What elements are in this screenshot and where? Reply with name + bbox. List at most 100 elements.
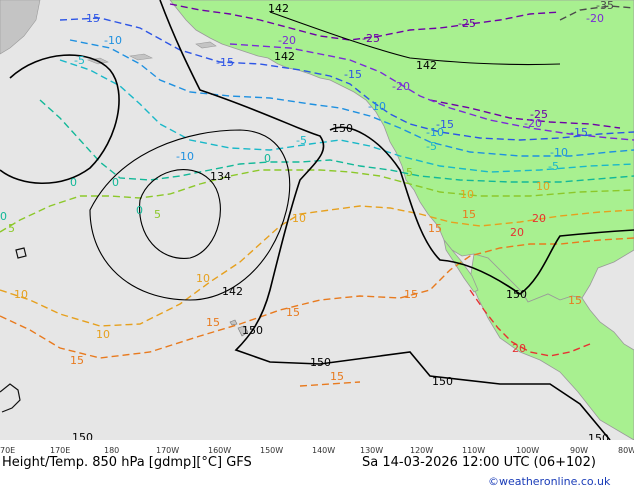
temp-label: -10 [368, 100, 386, 113]
temp-label: -5 [74, 54, 85, 67]
asia-coast [0, 247, 27, 413]
height-labels: 142 142 142 150 134 142 150 150 150 150 … [72, 2, 609, 445]
longitude-label: 90W [570, 446, 588, 455]
temp-label: -10 [550, 146, 568, 159]
temp-label: 15 [404, 288, 418, 301]
temp-label: 10 [14, 288, 28, 301]
contour-plus-20 [469, 289, 591, 357]
temp-label: -20 [524, 117, 542, 130]
longitude-label: 140W [312, 446, 335, 455]
contour-minus-25 [169, 3, 561, 41]
temp-label: 20 [510, 226, 524, 239]
credit-link[interactable]: ©weatheronline.co.uk [488, 475, 611, 488]
temp-label: -25 [362, 32, 380, 45]
temp-label: 0 [0, 210, 7, 223]
temp-label: 15 [206, 316, 220, 329]
temp-label: -10 [176, 150, 194, 163]
land-masses [0, 0, 634, 441]
longitude-label: 170E [50, 446, 70, 455]
hawaii-islands [229, 319, 249, 337]
contour-minus-5 [59, 59, 634, 173]
height-label: 134 [210, 170, 231, 183]
temp-label: 15 [286, 306, 300, 319]
temp-label: 15 [428, 222, 442, 235]
temp-label: -15 [82, 12, 100, 25]
contour-plus-10 [0, 205, 634, 327]
map-datetime: Sa 14-03-2026 12:00 UTC (06+102) [362, 455, 596, 470]
temp-label: 0 [136, 204, 143, 217]
temp-label: -25 [530, 108, 548, 121]
temp-label: -35 [596, 0, 614, 12]
height-label: 150 [242, 324, 263, 337]
temp-label: -15 [436, 118, 454, 131]
temperature-contours [0, 3, 634, 387]
temp-label: 0 [70, 176, 77, 189]
longitude-axis: 70E 170E 180 170W 160W 150W 140W 130W 12… [0, 446, 634, 455]
temp-label: 5 [406, 166, 413, 179]
temp-label: 10 [196, 272, 210, 285]
temp-label: 10 [536, 180, 550, 193]
height-label: 142 [222, 285, 243, 298]
height-142-arc [89, 129, 291, 301]
temp-label: 20 [512, 342, 526, 355]
contour-plus-15 [0, 237, 634, 359]
longitude-label: 180 [104, 446, 119, 455]
contour-minus-25-b [429, 99, 621, 129]
height-label: 150 [332, 122, 353, 135]
asia-coast-lower [0, 383, 21, 413]
temp-label: -5 [296, 134, 307, 147]
temp-label: 15 [568, 294, 582, 307]
contour-minus-20 [229, 43, 634, 141]
height-label: 150 [432, 375, 453, 388]
temp-label: -5 [548, 160, 559, 173]
temp-label: 15 [462, 208, 476, 221]
longitude-label: 110W [462, 446, 485, 455]
contour-minus-35 [559, 5, 634, 21]
temp-label: -15 [570, 126, 588, 139]
longitude-label: 130W [360, 446, 383, 455]
contour-zero [39, 99, 634, 183]
temp-label: -15 [344, 68, 362, 81]
contour-minus-15 [59, 17, 634, 141]
footer-band [0, 440, 634, 490]
height-142-north [269, 11, 561, 66]
temp-label: -10 [426, 126, 444, 139]
temp-label: 0 [112, 176, 119, 189]
temp-label: 0 [264, 152, 271, 165]
temp-label: 5 [8, 222, 15, 235]
height-label: 150 [310, 356, 331, 369]
longitude-label: 150W [260, 446, 283, 455]
height-label: 150 [506, 288, 527, 301]
temp-label: 15 [330, 370, 344, 383]
longitude-label: 170W [156, 446, 179, 455]
temp-label: -20 [586, 12, 604, 25]
contour-plus-5 [0, 169, 634, 233]
height-low-142 [0, 54, 120, 184]
kamchatka-land [0, 0, 41, 55]
map-title: Height/Temp. 850 hPa [gdmp][°C] GFS [2, 455, 252, 470]
longitude-label: 100W [516, 446, 539, 455]
temp-label: 5 [154, 208, 161, 221]
contour-minus-10 [69, 39, 634, 157]
height-150-ridge [329, 126, 634, 295]
temp-label: -25 [458, 17, 476, 30]
height-label: 142 [268, 2, 289, 15]
height-label: 142 [274, 50, 295, 63]
temp-label: -20 [278, 34, 296, 47]
longitude-label: 120W [410, 446, 433, 455]
height-150-trough [159, 0, 611, 441]
temp-label: -15 [216, 56, 234, 69]
temp-label: 15 [70, 354, 84, 367]
temp-label: -10 [104, 34, 122, 47]
longitude-label: 160W [208, 446, 231, 455]
temp-label: 20 [532, 212, 546, 225]
temp-label: -20 [392, 80, 410, 93]
height-134-low [139, 169, 221, 259]
asia-coast-island [15, 247, 27, 259]
temp-label: -5 [426, 140, 437, 153]
temp-label: 10 [292, 212, 306, 225]
longitude-label: 70E [0, 446, 15, 455]
height-label: 142 [416, 59, 437, 72]
